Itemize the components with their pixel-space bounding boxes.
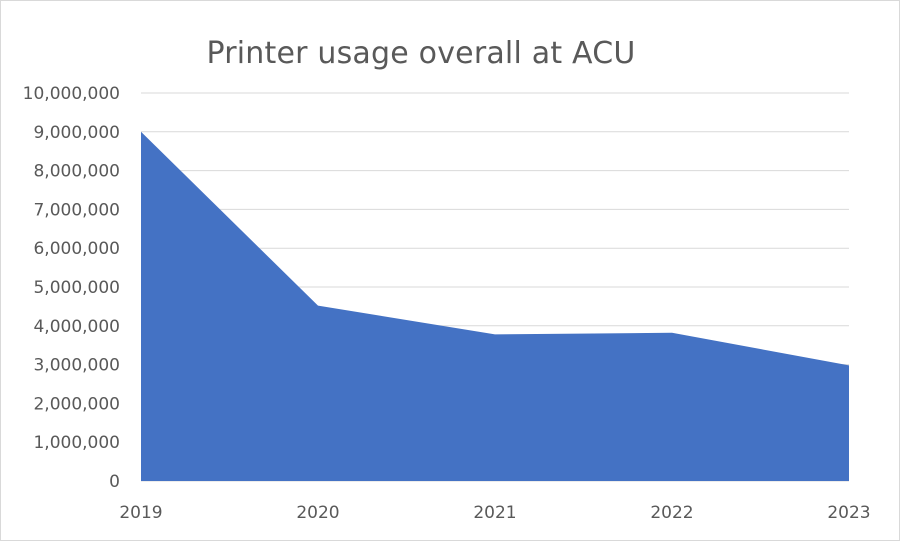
- area-layer: [140, 131, 850, 482]
- y-tick-label: 4,000,000: [33, 317, 120, 337]
- area-series: [141, 131, 849, 482]
- y-tick-label: 9,000,000: [33, 123, 120, 143]
- y-tick-label: 8,000,000: [33, 162, 120, 182]
- x-tick-label: 2022: [650, 503, 693, 523]
- chart-title: Printer usage overall at ACU: [206, 36, 636, 71]
- y-tick-label: 5,000,000: [33, 278, 120, 298]
- y-tick-label: 6,000,000: [33, 239, 120, 259]
- x-axis-ticks: 2019 2020 2021 2022 2023: [119, 503, 870, 523]
- x-tick-label: 2020: [296, 503, 339, 523]
- y-tick-label: 7,000,000: [33, 200, 120, 220]
- x-tick-label: 2019: [119, 503, 162, 523]
- y-tick-label: 2,000,000: [33, 394, 120, 414]
- y-tick-label: 0: [109, 472, 120, 492]
- x-tick-label: 2023: [827, 503, 870, 523]
- y-tick-label: 1,000,000: [33, 433, 120, 453]
- y-tick-label: 3,000,000: [33, 356, 120, 376]
- x-tick-label: 2021: [473, 503, 516, 523]
- y-axis-ticks: 0 1,000,000 2,000,000 3,000,000 4,000,000 5,0…: [23, 84, 120, 492]
- y-tick-label: 10,000,000: [23, 84, 120, 104]
